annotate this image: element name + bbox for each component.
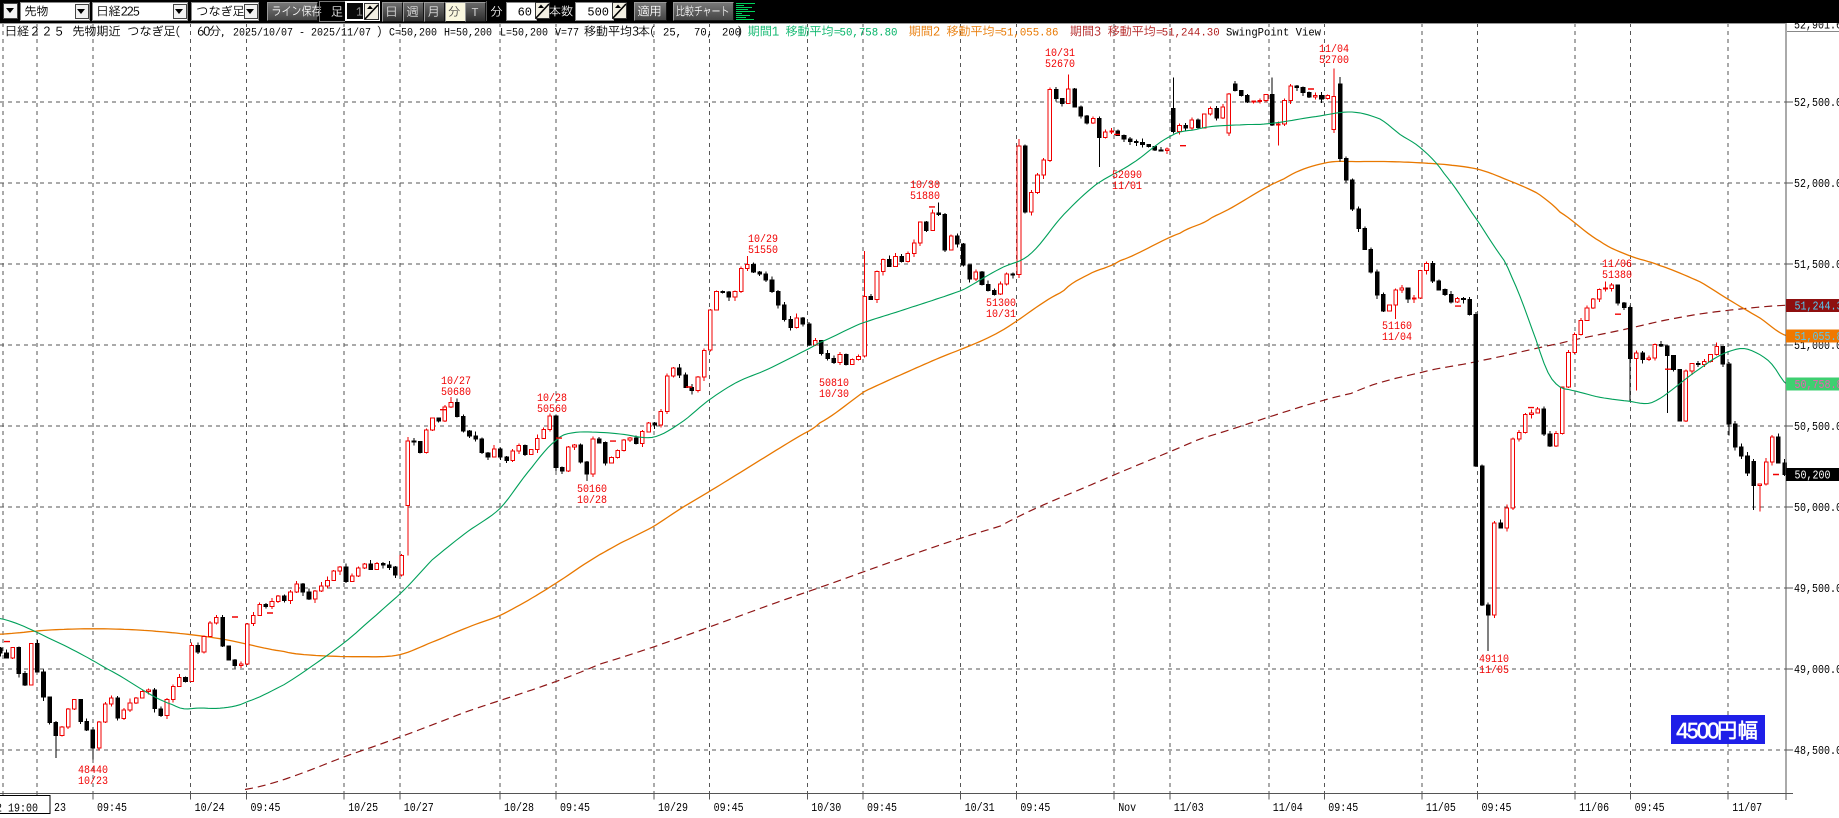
svg-text:10/29: 10/29: [748, 234, 778, 246]
svg-text:51,244.30: 51,244.30: [1162, 28, 1220, 40]
svg-text:09:45: 09:45: [1482, 802, 1512, 815]
svg-text:50,200: 50,200: [1795, 470, 1831, 483]
svg-text:50,758.8: 50,758.8: [1795, 379, 1839, 392]
svg-text:49,000.0: 49,000.0: [1794, 664, 1839, 677]
svg-text:50,000.0: 50,000.0: [1794, 502, 1839, 515]
svg-text:25,: 25,: [663, 28, 682, 40]
svg-text:09:45: 09:45: [1635, 802, 1665, 815]
svg-text:2025/10/07 - 2025/11/07: 2025/10/07 - 2025/11/07: [233, 28, 371, 40]
svg-text:Nov: Nov: [1118, 802, 1136, 815]
svg-text:48,500.0: 48,500.0: [1794, 745, 1839, 758]
svg-text:10/28: 10/28: [504, 802, 534, 815]
svg-text:50160: 50160: [577, 484, 607, 496]
svg-text:10/31: 10/31: [1045, 48, 1075, 60]
svg-text:10/29: 10/29: [658, 802, 688, 815]
svg-text:11/04: 11/04: [1273, 802, 1303, 815]
svg-text:51,055.86: 51,055.86: [1001, 28, 1059, 40]
svg-text:10/27: 10/27: [441, 376, 471, 388]
svg-text:52,901.6: 52,901.6: [1794, 23, 1839, 33]
svg-text:50680: 50680: [441, 387, 471, 399]
svg-text:10/27: 10/27: [404, 802, 434, 815]
svg-text:H=50,200: H=50,200: [444, 28, 492, 40]
svg-text:50,758.80: 50,758.80: [840, 28, 898, 40]
svg-text:09:45: 09:45: [560, 802, 590, 815]
svg-text:09:45: 09:45: [867, 802, 897, 815]
svg-text:11/06: 11/06: [1579, 802, 1609, 815]
svg-text:SwingPoint View: SwingPoint View: [1226, 28, 1321, 40]
svg-text:11/04: 11/04: [1319, 44, 1349, 56]
svg-text:09:45: 09:45: [251, 802, 281, 815]
svg-text:11/03: 11/03: [1174, 802, 1204, 815]
svg-text:11/04: 11/04: [1382, 332, 1412, 344]
svg-text:10/30: 10/30: [819, 389, 849, 401]
svg-text:09:45: 09:45: [1020, 802, 1050, 815]
svg-text:11/05: 11/05: [1426, 802, 1456, 815]
svg-text:51,000.0: 51,000.0: [1794, 340, 1839, 353]
svg-text:11/06: 11/06: [1602, 259, 1632, 271]
svg-text:52670: 52670: [1045, 59, 1075, 71]
svg-text:11/01: 11/01: [1112, 181, 1142, 193]
svg-text:51,500.0: 51,500.0: [1794, 259, 1839, 272]
svg-text:51550: 51550: [748, 245, 778, 257]
svg-text:10/28: 10/28: [577, 495, 607, 507]
svg-text:500: 500: [587, 6, 609, 20]
svg-text:50560: 50560: [537, 404, 567, 416]
svg-text:52,000.0: 52,000.0: [1794, 178, 1839, 191]
svg-text:49110: 49110: [1479, 654, 1509, 666]
svg-text:11/07: 11/07: [1732, 802, 1762, 815]
svg-text:51160: 51160: [1382, 321, 1412, 333]
svg-text:23: 23: [54, 802, 66, 815]
svg-text:11/05: 11/05: [1479, 665, 1509, 677]
svg-text:49,500.0: 49,500.0: [1794, 583, 1839, 596]
svg-text:51300: 51300: [986, 298, 1016, 310]
svg-text:10/25: 10/25: [348, 802, 378, 815]
svg-text:70,: 70,: [694, 28, 713, 40]
svg-text:C=50,200: C=50,200: [389, 28, 437, 40]
svg-text:10/31: 10/31: [986, 309, 1016, 321]
svg-text:52700: 52700: [1319, 55, 1349, 67]
svg-text:09:45: 09:45: [714, 802, 744, 815]
svg-text:10/30: 10/30: [811, 802, 841, 815]
svg-text:10/22 19:00: 10/22 19:00: [0, 803, 38, 816]
svg-text:10/28: 10/28: [537, 393, 567, 405]
svg-text:51380: 51380: [1602, 270, 1632, 282]
svg-text:10/24: 10/24: [195, 802, 225, 815]
svg-text:10/23: 10/23: [78, 776, 108, 788]
svg-text:09:45: 09:45: [97, 802, 127, 815]
svg-text:10/31: 10/31: [965, 802, 995, 815]
svg-text:09:45: 09:45: [1328, 802, 1358, 815]
svg-text:V=77: V=77: [555, 28, 579, 40]
svg-text:48440: 48440: [78, 765, 108, 777]
svg-text:51,055.8: 51,055.8: [1795, 331, 1839, 344]
svg-text:T: T: [471, 6, 478, 20]
svg-text:50,500.0: 50,500.0: [1794, 421, 1839, 434]
svg-text:51880: 51880: [910, 191, 940, 203]
svg-text:200: 200: [722, 28, 741, 40]
svg-text:52,500.0: 52,500.0: [1794, 97, 1839, 110]
svg-text:52090: 52090: [1112, 170, 1142, 182]
svg-text:60: 60: [518, 6, 532, 20]
svg-text:L=50,200: L=50,200: [500, 28, 548, 40]
svg-text:10/30: 10/30: [910, 180, 940, 192]
svg-text:51,244.3: 51,244.3: [1795, 301, 1839, 314]
svg-text:50810: 50810: [819, 378, 849, 390]
